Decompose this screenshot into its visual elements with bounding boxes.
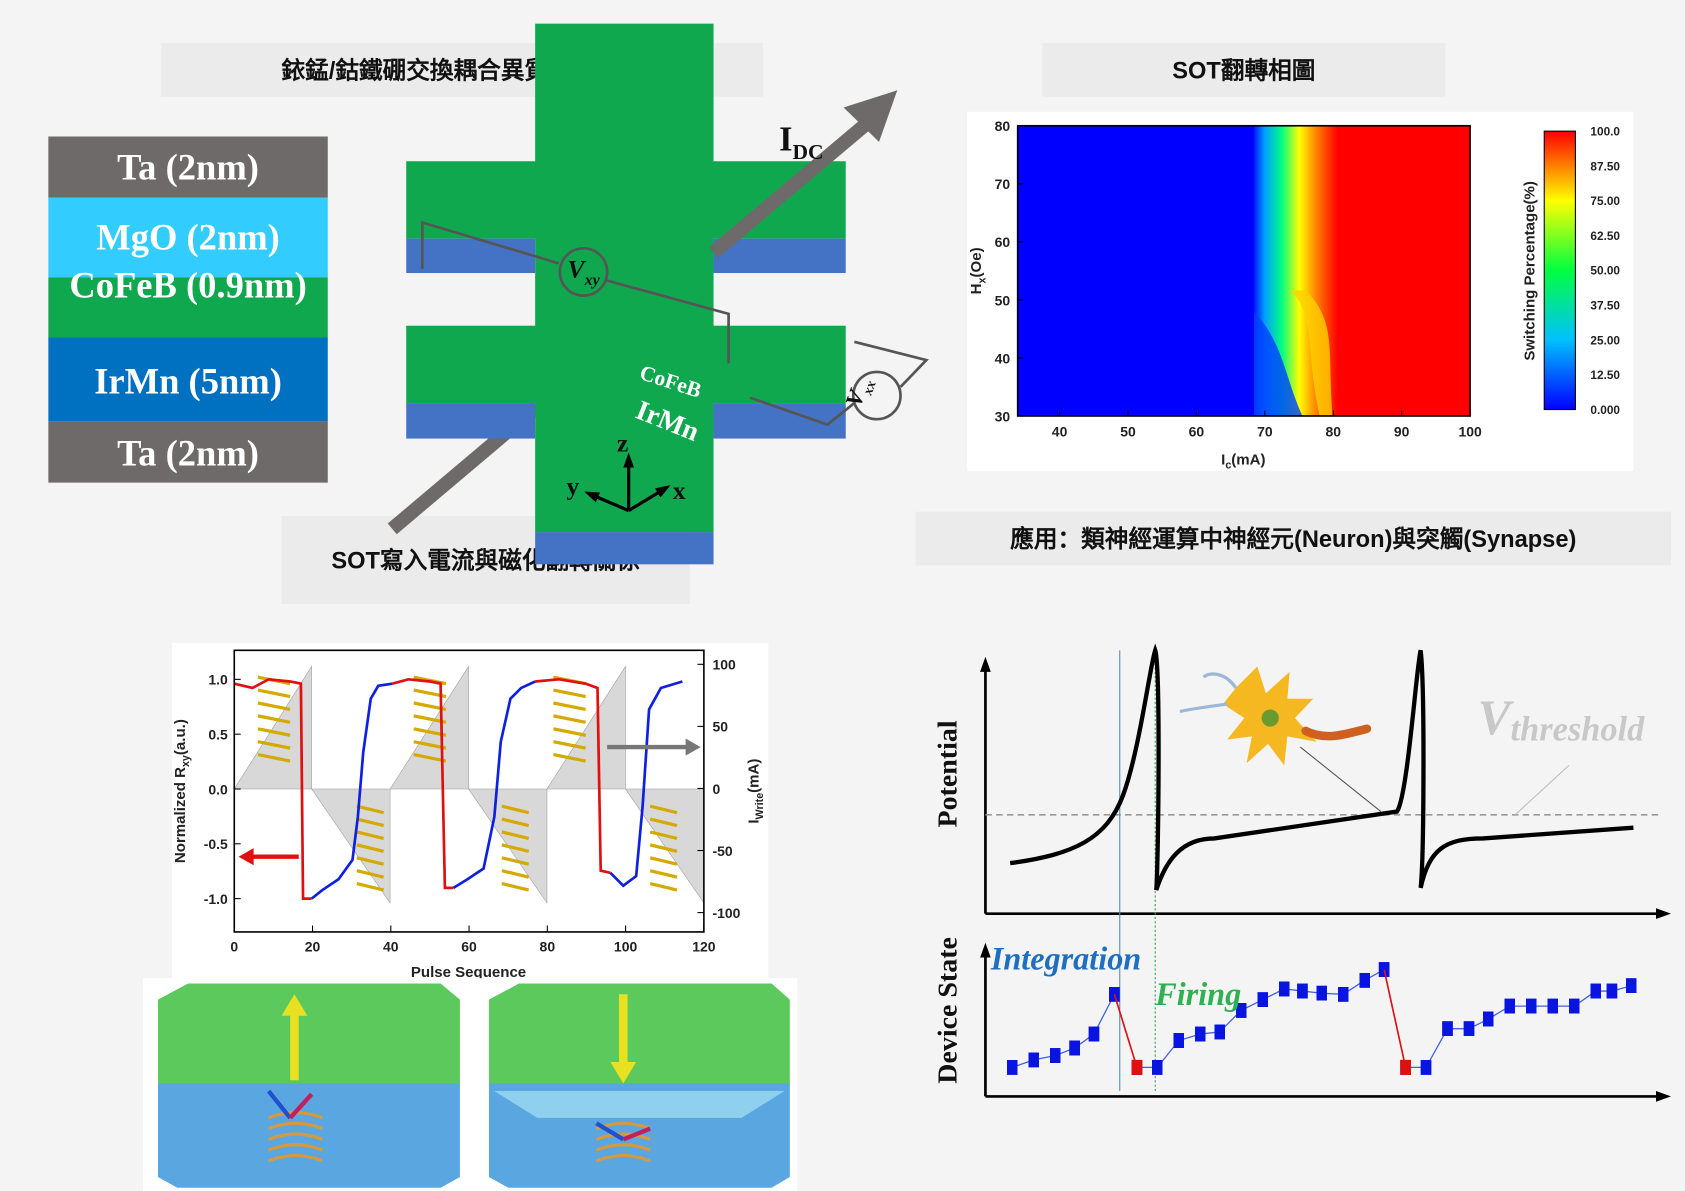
x-tick-label: 40 — [383, 938, 399, 954]
block-top — [158, 984, 460, 1084]
neuron-nucleus — [1262, 709, 1279, 726]
x-tick-label: 20 — [305, 938, 321, 954]
colorbar-tick-label: 0.000 — [1590, 403, 1620, 417]
colorbar — [1544, 131, 1575, 409]
reset-line — [1384, 970, 1405, 1068]
device-bar — [406, 326, 846, 403]
label: V — [567, 254, 586, 283]
colorbar-tick-label: 87.50 — [1590, 159, 1620, 173]
x-tick-label: 40 — [1052, 423, 1068, 439]
x-tick-label: 60 — [461, 938, 477, 954]
layer-label: Ta (2nm) — [117, 147, 259, 188]
y-label: Device State — [932, 937, 963, 1084]
y2-tick-label: 0 — [712, 781, 720, 797]
device-states — [1012, 970, 1631, 1068]
y-tick-label: 30 — [995, 408, 1011, 424]
magnet-blocks — [143, 978, 797, 1191]
x-tick-label: 120 — [692, 938, 716, 954]
y2-tick-label: -50 — [712, 843, 732, 859]
pointer — [1300, 747, 1381, 811]
label: (mA) — [1231, 451, 1265, 468]
label: V — [1478, 690, 1515, 745]
device-bar — [406, 239, 535, 273]
x-tick-label: 100 — [614, 938, 638, 954]
y-tick-label: 0.0 — [208, 781, 228, 797]
colorbar-label: Switching Percentage(%) — [1522, 181, 1539, 361]
illustrations: Ta (2nm) MgO (2nm) CoFeB (0.9nm) IrMn (5nm)… — [0, 0, 1685, 1191]
potential-curve — [1010, 650, 1633, 890]
current-label: IDC — [779, 120, 823, 164]
colorbar-tick-label: 50.00 — [1590, 264, 1620, 278]
y2-tick-label: 100 — [712, 657, 736, 673]
interface — [494, 1091, 784, 1118]
layer-stack — [48, 137, 327, 483]
layer-label: IrMn (5nm) — [94, 360, 282, 401]
block-top — [489, 984, 790, 1084]
label-sub: Write — [754, 793, 766, 820]
y-tick-label: -0.5 — [204, 836, 228, 852]
label: Normalized R — [172, 767, 189, 863]
x-tick-label: 60 — [1189, 423, 1205, 439]
reset-state — [1400, 1060, 1411, 1075]
y2-tick-label: 50 — [712, 719, 728, 735]
label: H — [968, 283, 985, 294]
y-tick-label: 0.5 — [208, 727, 228, 743]
page: {"titles":{"structure":"銥錳/鈷鐵硼交換耦合異質結構元件… — [0, 0, 1685, 1191]
firing-label: Firing — [1154, 976, 1241, 1012]
x-tick-label: 70 — [1257, 423, 1273, 439]
y-tick-label: 50 — [995, 292, 1011, 308]
axon — [1306, 729, 1367, 736]
x-tick-label: 80 — [1325, 423, 1341, 439]
device-bar — [535, 532, 713, 564]
label: I — [746, 819, 763, 823]
y-tick-label: 1.0 — [208, 672, 228, 688]
y-tick-label: -1.0 — [204, 891, 228, 907]
colorbar-tick-label: 37.50 — [1590, 299, 1620, 313]
y-tick-label: 60 — [995, 234, 1011, 250]
colorbar-tick-label: 12.50 — [1590, 368, 1620, 382]
axis-label: y — [566, 471, 579, 500]
device-bar — [406, 403, 535, 438]
slide: 銥錳/鈷鐵硼交換耦合異質結構元件 SOT翻轉相圖 SOT寫入電流與磁化翻轉關係 … — [0, 0, 1685, 1191]
neuron-labels: Potential Device State Vthreshold Integr… — [932, 690, 1645, 1084]
x-tick-label: 80 — [540, 938, 556, 954]
label: (mA) — [746, 759, 763, 793]
x-tick-label: 0 — [230, 938, 238, 954]
device — [392, 24, 926, 565]
colorbar-tick-label: 100.0 — [1590, 124, 1620, 138]
reset-line — [1114, 994, 1137, 1067]
y-tick-label: 80 — [995, 118, 1011, 134]
threshold-label: Vthreshold — [1478, 690, 1645, 748]
layer-label: Ta (2nm) — [117, 432, 259, 473]
label: (Oe) — [968, 247, 985, 277]
colorbar-tick-label: 75.00 — [1590, 194, 1620, 208]
axis-label: z — [617, 428, 628, 457]
reset-state — [1132, 1060, 1143, 1075]
integration-label: Integration — [990, 941, 1141, 977]
x-tick-label: 90 — [1394, 423, 1410, 439]
label-sub: DC — [792, 140, 823, 164]
x-tick-label: 50 — [1120, 423, 1136, 439]
layer-label: MgO (2nm) — [96, 216, 280, 257]
layer-label: CoFeB (0.9nm) — [69, 265, 306, 306]
label-sub: x — [976, 277, 988, 283]
label-sub: threshold — [1511, 711, 1646, 749]
pointer — [1515, 765, 1569, 814]
pulse-chart — [172, 643, 768, 982]
colorbar-tick-label: 25.00 — [1590, 333, 1620, 347]
map-blue — [1018, 126, 1254, 416]
x-tick-label: 100 — [1458, 423, 1482, 439]
y-tick-label: 70 — [995, 176, 1011, 192]
label: (a.u.) — [172, 719, 189, 755]
label-sub: xy — [180, 755, 192, 767]
y2-tick-label: -100 — [712, 905, 740, 921]
label: I — [779, 120, 792, 158]
y-tick-label: 40 — [995, 350, 1011, 366]
y-label: Potential — [932, 720, 963, 827]
axis-label: x — [673, 476, 686, 505]
label-sub: xy — [584, 272, 601, 289]
colorbar-tick-label: 62.50 — [1590, 229, 1620, 243]
